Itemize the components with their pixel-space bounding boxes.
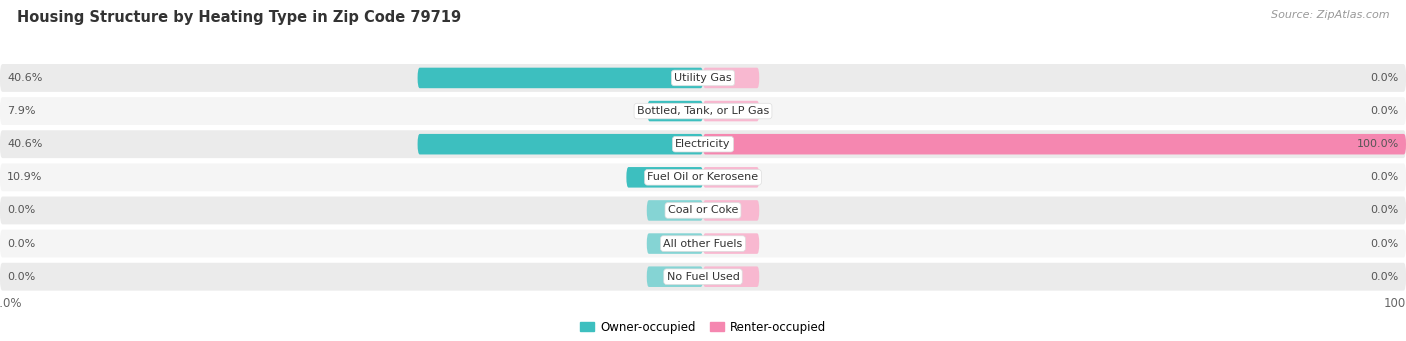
Text: Electricity: Electricity <box>675 139 731 149</box>
FancyBboxPatch shape <box>0 163 1406 191</box>
Text: Bottled, Tank, or LP Gas: Bottled, Tank, or LP Gas <box>637 106 769 116</box>
FancyBboxPatch shape <box>647 266 703 287</box>
FancyBboxPatch shape <box>647 233 703 254</box>
Text: 0.0%: 0.0% <box>1371 205 1399 216</box>
FancyBboxPatch shape <box>627 167 703 188</box>
FancyBboxPatch shape <box>0 130 1406 158</box>
Text: Coal or Coke: Coal or Coke <box>668 205 738 216</box>
FancyBboxPatch shape <box>703 68 759 88</box>
Text: Housing Structure by Heating Type in Zip Code 79719: Housing Structure by Heating Type in Zip… <box>17 10 461 25</box>
FancyBboxPatch shape <box>703 134 1406 154</box>
FancyBboxPatch shape <box>703 233 759 254</box>
Text: 10.9%: 10.9% <box>7 172 42 182</box>
Text: Utility Gas: Utility Gas <box>675 73 731 83</box>
FancyBboxPatch shape <box>0 263 1406 291</box>
Text: 7.9%: 7.9% <box>7 106 35 116</box>
Text: Fuel Oil or Kerosene: Fuel Oil or Kerosene <box>647 172 759 182</box>
FancyBboxPatch shape <box>0 229 1406 257</box>
FancyBboxPatch shape <box>647 200 703 221</box>
FancyBboxPatch shape <box>703 200 759 221</box>
FancyBboxPatch shape <box>703 101 759 121</box>
Text: 0.0%: 0.0% <box>7 205 35 216</box>
FancyBboxPatch shape <box>0 97 1406 125</box>
FancyBboxPatch shape <box>703 167 759 188</box>
Text: 0.0%: 0.0% <box>7 272 35 282</box>
Text: 0.0%: 0.0% <box>1371 106 1399 116</box>
FancyBboxPatch shape <box>418 68 703 88</box>
Text: 0.0%: 0.0% <box>1371 239 1399 249</box>
Text: Source: ZipAtlas.com: Source: ZipAtlas.com <box>1271 10 1389 20</box>
Text: All other Fuels: All other Fuels <box>664 239 742 249</box>
FancyBboxPatch shape <box>0 64 1406 92</box>
Text: 100.0%: 100.0% <box>1357 139 1399 149</box>
FancyBboxPatch shape <box>647 101 703 121</box>
FancyBboxPatch shape <box>703 266 759 287</box>
Text: 0.0%: 0.0% <box>1371 272 1399 282</box>
Text: 40.6%: 40.6% <box>7 73 42 83</box>
Text: 40.6%: 40.6% <box>7 139 42 149</box>
Text: 0.0%: 0.0% <box>1371 172 1399 182</box>
FancyBboxPatch shape <box>0 196 1406 224</box>
Text: No Fuel Used: No Fuel Used <box>666 272 740 282</box>
Text: 0.0%: 0.0% <box>1371 73 1399 83</box>
Legend: Owner-occupied, Renter-occupied: Owner-occupied, Renter-occupied <box>575 316 831 338</box>
FancyBboxPatch shape <box>418 134 703 154</box>
Text: 0.0%: 0.0% <box>7 239 35 249</box>
